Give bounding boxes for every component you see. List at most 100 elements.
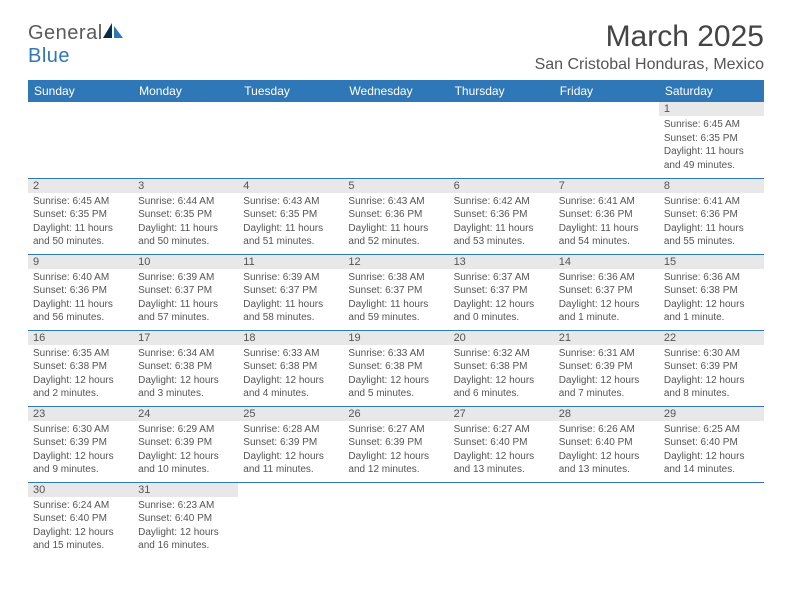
sunset-text: Sunset: 6:38 PM [243,360,338,374]
sunrise-text: Sunrise: 6:34 AM [138,347,233,361]
sunset-text: Sunset: 6:36 PM [348,208,443,222]
sail-icon [103,22,125,45]
daylight-text: Daylight: 11 hours and 59 minutes. [348,298,443,325]
daylight-text: Daylight: 11 hours and 50 minutes. [33,222,128,249]
day-number: 21 [554,331,659,345]
sunset-text: Sunset: 6:35 PM [138,208,233,222]
sunset-text: Sunset: 6:37 PM [243,284,338,298]
day-details: Sunrise: 6:33 AMSunset: 6:38 PMDaylight:… [238,345,343,404]
day-details: Sunrise: 6:37 AMSunset: 6:37 PMDaylight:… [449,269,554,328]
weekday-header: Wednesday [343,80,448,102]
daylight-text: Daylight: 11 hours and 57 minutes. [138,298,233,325]
calendar-cell [238,102,343,178]
day-number: 25 [238,407,343,421]
calendar-cell: 30Sunrise: 6:24 AMSunset: 6:40 PMDayligh… [28,482,133,558]
calendar-cell [28,102,133,178]
sunrise-text: Sunrise: 6:29 AM [138,423,233,437]
calendar-row: 9Sunrise: 6:40 AMSunset: 6:36 PMDaylight… [28,254,764,330]
calendar-cell: 14Sunrise: 6:36 AMSunset: 6:37 PMDayligh… [554,254,659,330]
daylight-text: Daylight: 12 hours and 3 minutes. [138,374,233,401]
day-details: Sunrise: 6:42 AMSunset: 6:36 PMDaylight:… [449,193,554,252]
daylight-text: Daylight: 12 hours and 5 minutes. [348,374,443,401]
sunset-text: Sunset: 6:36 PM [664,208,759,222]
daylight-text: Daylight: 12 hours and 15 minutes. [33,526,128,553]
sunrise-text: Sunrise: 6:41 AM [559,195,654,209]
sunset-text: Sunset: 6:36 PM [33,284,128,298]
sunrise-text: Sunrise: 6:30 AM [664,347,759,361]
day-details: Sunrise: 6:32 AMSunset: 6:38 PMDaylight:… [449,345,554,404]
daylight-text: Daylight: 11 hours and 55 minutes. [664,222,759,249]
calendar-cell: 12Sunrise: 6:38 AMSunset: 6:37 PMDayligh… [343,254,448,330]
calendar-cell: 20Sunrise: 6:32 AMSunset: 6:38 PMDayligh… [449,330,554,406]
day-details: Sunrise: 6:34 AMSunset: 6:38 PMDaylight:… [133,345,238,404]
day-details: Sunrise: 6:35 AMSunset: 6:38 PMDaylight:… [28,345,133,404]
calendar-row: 1Sunrise: 6:45 AMSunset: 6:35 PMDaylight… [28,102,764,178]
calendar-cell: 10Sunrise: 6:39 AMSunset: 6:37 PMDayligh… [133,254,238,330]
calendar-cell: 3Sunrise: 6:44 AMSunset: 6:35 PMDaylight… [133,178,238,254]
day-details: Sunrise: 6:41 AMSunset: 6:36 PMDaylight:… [659,193,764,252]
sunset-text: Sunset: 6:35 PM [33,208,128,222]
sunset-text: Sunset: 6:38 PM [348,360,443,374]
logo: GeneralBlue [28,22,125,68]
sunrise-text: Sunrise: 6:27 AM [454,423,549,437]
daylight-text: Daylight: 12 hours and 16 minutes. [138,526,233,553]
calendar-cell: 26Sunrise: 6:27 AMSunset: 6:39 PMDayligh… [343,406,448,482]
day-details: Sunrise: 6:45 AMSunset: 6:35 PMDaylight:… [659,116,764,175]
day-details: Sunrise: 6:30 AMSunset: 6:39 PMDaylight:… [659,345,764,404]
calendar-cell: 19Sunrise: 6:33 AMSunset: 6:38 PMDayligh… [343,330,448,406]
location-label: San Cristobal Honduras, Mexico [535,56,764,74]
day-number: 28 [554,407,659,421]
sunset-text: Sunset: 6:37 PM [138,284,233,298]
sunrise-text: Sunrise: 6:30 AM [33,423,128,437]
sunrise-text: Sunrise: 6:45 AM [33,195,128,209]
day-details: Sunrise: 6:39 AMSunset: 6:37 PMDaylight:… [133,269,238,328]
calendar-cell [659,482,764,558]
day-number: 19 [343,331,448,345]
sunset-text: Sunset: 6:35 PM [243,208,338,222]
day-number: 12 [343,255,448,269]
calendar-cell [133,102,238,178]
sunset-text: Sunset: 6:39 PM [664,360,759,374]
calendar-cell [554,482,659,558]
calendar-cell: 25Sunrise: 6:28 AMSunset: 6:39 PMDayligh… [238,406,343,482]
daylight-text: Daylight: 12 hours and 14 minutes. [664,450,759,477]
calendar-cell [343,102,448,178]
day-details: Sunrise: 6:23 AMSunset: 6:40 PMDaylight:… [133,497,238,556]
daylight-text: Daylight: 12 hours and 11 minutes. [243,450,338,477]
calendar-cell: 1Sunrise: 6:45 AMSunset: 6:35 PMDaylight… [659,102,764,178]
daylight-text: Daylight: 11 hours and 53 minutes. [454,222,549,249]
calendar-head: SundayMondayTuesdayWednesdayThursdayFrid… [28,80,764,102]
day-number: 2 [28,179,133,193]
day-details: Sunrise: 6:27 AMSunset: 6:39 PMDaylight:… [343,421,448,480]
sunrise-text: Sunrise: 6:23 AM [138,499,233,513]
day-details: Sunrise: 6:27 AMSunset: 6:40 PMDaylight:… [449,421,554,480]
day-details: Sunrise: 6:36 AMSunset: 6:38 PMDaylight:… [659,269,764,328]
sunrise-text: Sunrise: 6:37 AM [454,271,549,285]
day-number: 17 [133,331,238,345]
sunrise-text: Sunrise: 6:43 AM [348,195,443,209]
daylight-text: Daylight: 12 hours and 7 minutes. [559,374,654,401]
calendar-row: 23Sunrise: 6:30 AMSunset: 6:39 PMDayligh… [28,406,764,482]
calendar-cell: 7Sunrise: 6:41 AMSunset: 6:36 PMDaylight… [554,178,659,254]
daylight-text: Daylight: 12 hours and 13 minutes. [454,450,549,477]
sunset-text: Sunset: 6:35 PM [664,132,759,146]
calendar-cell: 2Sunrise: 6:45 AMSunset: 6:35 PMDaylight… [28,178,133,254]
calendar-cell: 17Sunrise: 6:34 AMSunset: 6:38 PMDayligh… [133,330,238,406]
sunrise-text: Sunrise: 6:42 AM [454,195,549,209]
sunset-text: Sunset: 6:37 PM [559,284,654,298]
sunrise-text: Sunrise: 6:32 AM [454,347,549,361]
daylight-text: Daylight: 11 hours and 49 minutes. [664,145,759,172]
day-number: 11 [238,255,343,269]
day-number: 22 [659,331,764,345]
calendar-cell [554,102,659,178]
day-number: 14 [554,255,659,269]
day-details: Sunrise: 6:41 AMSunset: 6:36 PMDaylight:… [554,193,659,252]
day-number: 8 [659,179,764,193]
day-number: 29 [659,407,764,421]
sunrise-text: Sunrise: 6:28 AM [243,423,338,437]
calendar-cell [449,102,554,178]
logo-text-a: General [28,22,103,44]
daylight-text: Daylight: 12 hours and 1 minute. [664,298,759,325]
day-details: Sunrise: 6:45 AMSunset: 6:35 PMDaylight:… [28,193,133,252]
sunrise-text: Sunrise: 6:41 AM [664,195,759,209]
